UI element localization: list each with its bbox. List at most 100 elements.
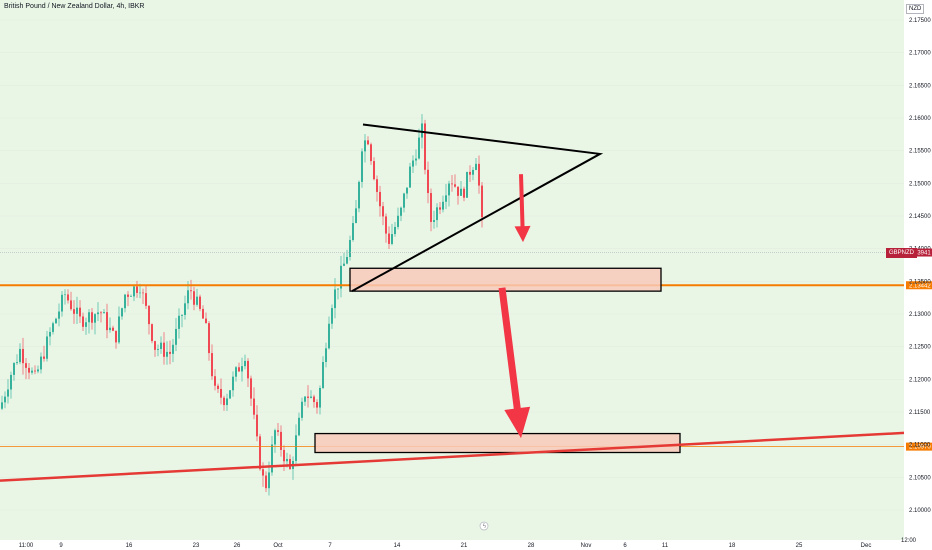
candle-body xyxy=(280,431,282,450)
candle-body xyxy=(442,201,444,210)
candle-body xyxy=(157,348,159,350)
candle-body xyxy=(109,327,111,331)
candle-body xyxy=(376,179,378,192)
level-price-label: 2.13442 xyxy=(909,283,931,289)
candle-body xyxy=(352,223,354,241)
candle-body xyxy=(28,367,30,373)
candle-body xyxy=(313,396,315,403)
candle-body xyxy=(424,123,426,170)
candle-body xyxy=(46,336,48,359)
candle-body xyxy=(259,436,261,470)
candle-body xyxy=(253,398,255,415)
candle-body xyxy=(355,208,357,224)
candle-body xyxy=(115,330,117,343)
candle-body xyxy=(247,360,249,379)
current-price-badge xyxy=(906,248,932,257)
lightning-icon[interactable] xyxy=(479,521,489,531)
candle-body xyxy=(76,307,78,314)
price-tick: 2.15000 xyxy=(909,181,931,187)
candle-body xyxy=(64,294,66,296)
currency-label[interactable]: NZD xyxy=(906,4,925,14)
rising-support-line xyxy=(0,431,905,482)
candle-body xyxy=(433,220,435,222)
candle-body xyxy=(289,458,291,470)
candle-body xyxy=(127,294,129,297)
down-arrow[interactable] xyxy=(498,287,531,439)
arrows xyxy=(498,174,531,439)
time-tick: 11 xyxy=(662,543,669,549)
symbol-badge: GBPNZD xyxy=(886,247,918,258)
candle-body xyxy=(94,314,96,323)
candle-body xyxy=(457,186,459,196)
candle-body xyxy=(439,207,441,210)
candle-body xyxy=(121,308,123,317)
candle-body xyxy=(217,385,219,389)
candle-body xyxy=(49,331,51,337)
candle-body xyxy=(400,207,402,216)
candle-body xyxy=(451,183,453,185)
candle-body xyxy=(37,369,39,372)
candle-body xyxy=(364,140,366,152)
candle-body xyxy=(469,171,471,175)
candle-body xyxy=(34,370,36,372)
triangle-pattern xyxy=(351,123,604,293)
candle-body xyxy=(55,318,57,324)
time-tick: 21 xyxy=(461,543,468,549)
candle-body xyxy=(427,169,429,194)
candle-body xyxy=(61,294,63,312)
time-tick: 6 xyxy=(623,543,627,549)
candle-body xyxy=(145,293,147,306)
candle-body xyxy=(166,351,168,357)
candle-body xyxy=(307,396,309,398)
time-tick: 28 xyxy=(528,543,535,549)
candle-body xyxy=(373,161,375,180)
candle-body xyxy=(85,322,87,327)
candle-body xyxy=(265,475,267,489)
supply-demand-zone[interactable] xyxy=(314,432,681,454)
candle-body xyxy=(244,360,246,367)
candle-body xyxy=(430,193,432,222)
candle-body xyxy=(250,378,252,399)
candle-body xyxy=(208,323,210,354)
candle-body xyxy=(418,137,420,159)
candle-body xyxy=(328,323,330,349)
candle-body xyxy=(331,308,333,324)
time-tick: 23 xyxy=(193,543,200,549)
candle-body xyxy=(412,160,414,167)
candle-body xyxy=(10,374,12,390)
time-axis[interactable] xyxy=(0,540,904,550)
candle-body xyxy=(223,397,225,406)
candle-body xyxy=(304,396,306,402)
candle-body xyxy=(178,315,180,329)
time-tick: Oct xyxy=(273,543,283,549)
candle-body xyxy=(454,184,456,187)
zones xyxy=(314,267,681,454)
candle-body xyxy=(403,193,405,208)
candle-body xyxy=(160,342,162,349)
candle-body xyxy=(475,163,477,170)
time-axis-labels: 11:00 9 16 23 26 Oct 7 14 21 28 Nov 6 11 18 25 Dec xyxy=(19,543,872,549)
down-arrow[interactable] xyxy=(514,174,531,243)
candle-body xyxy=(7,389,9,397)
current-price-label: 2.13941 xyxy=(909,251,931,257)
candle-body xyxy=(298,417,300,436)
candle-body xyxy=(262,469,264,476)
candle-body xyxy=(139,292,141,294)
price-tick: 2.10500 xyxy=(909,475,931,481)
candle-body xyxy=(103,312,105,314)
candle-body xyxy=(142,292,144,294)
candle-body xyxy=(151,324,153,342)
candle-body xyxy=(322,362,324,388)
candle-body xyxy=(301,401,303,418)
candle-body xyxy=(241,366,243,372)
candle-body xyxy=(43,356,45,359)
level-price-label: 2.10970 xyxy=(909,445,931,451)
candle-body xyxy=(70,300,72,310)
candle-body xyxy=(460,188,462,196)
price-axis[interactable] xyxy=(904,0,932,550)
candle-body xyxy=(466,171,468,198)
candle-body xyxy=(409,166,411,188)
grid-lines xyxy=(0,19,904,511)
candle-body xyxy=(16,362,18,364)
